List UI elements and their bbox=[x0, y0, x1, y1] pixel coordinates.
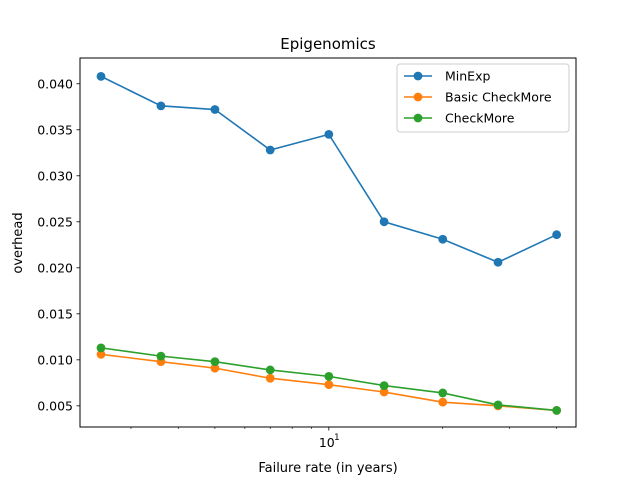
y-tick-label: 0.005 bbox=[37, 398, 73, 413]
data-point bbox=[210, 105, 220, 114]
legend-label: MinExp bbox=[445, 69, 490, 84]
y-tick-label: 0.030 bbox=[37, 168, 73, 183]
legend: MinExp Basic CheckMore CheckMore bbox=[396, 63, 570, 133]
data-point bbox=[156, 101, 166, 111]
legend-marker bbox=[413, 71, 423, 81]
data-point bbox=[438, 388, 448, 398]
y-tick-label: 0.025 bbox=[37, 214, 73, 229]
legend-item: CheckMore bbox=[404, 111, 515, 126]
data-point bbox=[552, 230, 562, 240]
x-tick-exponent: 1 bbox=[334, 433, 340, 443]
y-tick-label: 0.040 bbox=[37, 76, 73, 91]
y-tick-label: 0.020 bbox=[37, 260, 73, 275]
data-point bbox=[210, 363, 220, 373]
data-point bbox=[265, 145, 275, 155]
legend-box bbox=[396, 63, 570, 133]
legend-label: CheckMore bbox=[445, 111, 515, 126]
plot-series bbox=[96, 72, 562, 415]
series-minexp bbox=[96, 72, 562, 267]
data-point bbox=[552, 406, 562, 415]
data-point bbox=[379, 381, 389, 390]
data-point bbox=[493, 400, 503, 410]
legend-marker bbox=[413, 92, 423, 102]
data-point bbox=[156, 351, 166, 361]
data-point bbox=[96, 72, 106, 81]
data-point bbox=[438, 397, 448, 407]
x-tick-label: 10 bbox=[319, 435, 335, 450]
data-point bbox=[96, 343, 106, 353]
data-point bbox=[265, 365, 275, 375]
y-tick-label: 0.035 bbox=[37, 122, 73, 137]
y-tick-label: 0.010 bbox=[37, 352, 73, 367]
x-axis-label: Failure rate (in years) bbox=[258, 461, 397, 476]
data-point bbox=[438, 234, 448, 244]
data-point bbox=[96, 349, 106, 359]
data-point bbox=[324, 371, 334, 381]
y-axis-label: overhead bbox=[11, 212, 26, 273]
chart-title: Epigenomics bbox=[280, 35, 376, 53]
data-point bbox=[379, 387, 389, 397]
legend-item: MinExp bbox=[404, 69, 490, 84]
series-checkmore bbox=[96, 343, 562, 415]
x-axis-ticks: 10 1 bbox=[130, 427, 557, 450]
y-axis-ticks: 0.005 0.010 0.015 0.020 0.025 0.030 0.035 0.040 bbox=[37, 76, 80, 413]
data-point bbox=[324, 129, 334, 139]
y-tick-label: 0.015 bbox=[37, 306, 73, 321]
legend-marker bbox=[413, 113, 423, 123]
data-point bbox=[210, 357, 220, 367]
data-point bbox=[265, 373, 275, 383]
legend-label: Basic CheckMore bbox=[445, 90, 552, 105]
legend-item: Basic CheckMore bbox=[404, 90, 552, 105]
data-point bbox=[379, 217, 389, 227]
data-point bbox=[493, 257, 503, 267]
data-point bbox=[324, 380, 334, 390]
plot-frame bbox=[79, 57, 577, 428]
series-basic-checkmore bbox=[96, 349, 562, 415]
